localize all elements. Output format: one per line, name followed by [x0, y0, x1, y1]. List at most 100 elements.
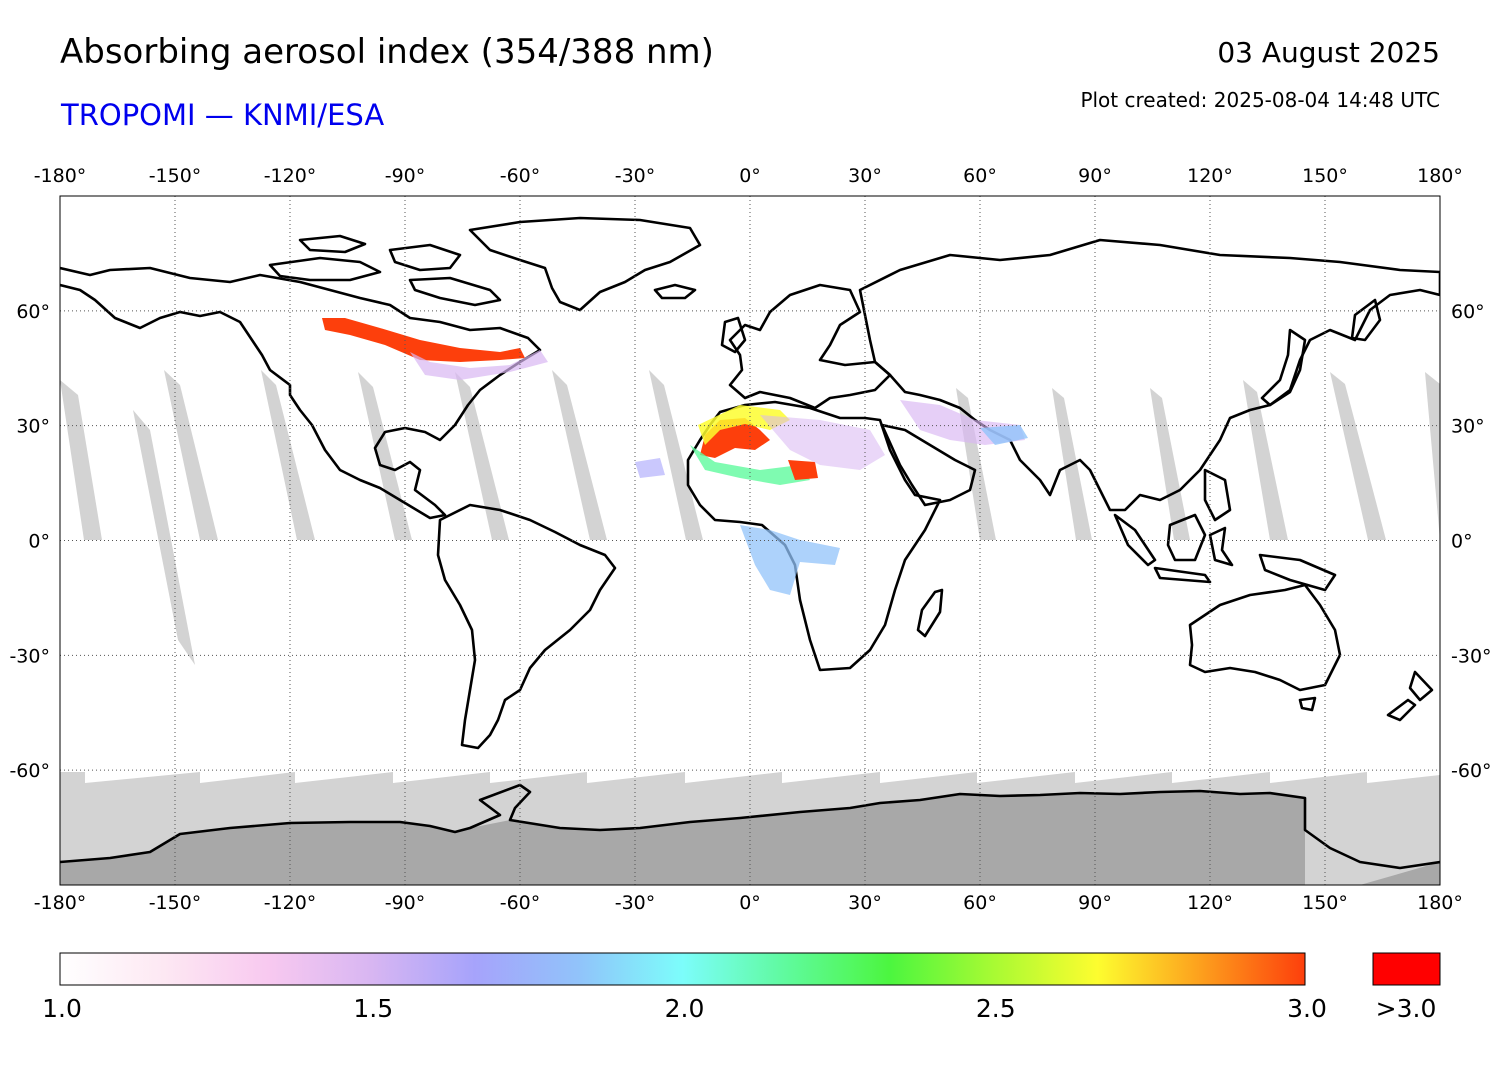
- coastline-arctic-islands: [298, 234, 367, 254]
- longitude-tick-label: -120°: [264, 892, 317, 914]
- coastline-sumatra: [1113, 513, 1157, 567]
- map-title: Absorbing aerosol index (354/388 nm): [60, 32, 714, 72]
- latitude-labels-left: 60° 30° 0° -30° -60°: [9, 301, 50, 782]
- no-data-swath: [1425, 372, 1440, 540]
- aerosol-plume-canada: [322, 318, 525, 362]
- longitude-tick-label: -150°: [149, 165, 202, 187]
- longitude-tick-label: -180°: [34, 892, 87, 914]
- coastline-british-isles: [720, 316, 747, 354]
- longitude-tick-label: -180°: [34, 165, 87, 187]
- coastline-greenland: [468, 216, 702, 312]
- map-frame: [59, 195, 1441, 886]
- longitude-tick-label: -60°: [500, 892, 541, 914]
- map-subtitle: TROPOMI — KNMI/ESA: [61, 98, 385, 132]
- latitude-tick-label: -60°: [9, 760, 50, 782]
- plot-created-timestamp: Plot created: 2025-08-04 14:48 UTC: [1080, 88, 1440, 112]
- longitude-tick-label: 90°: [1078, 892, 1112, 914]
- longitude-tick-label: 60°: [963, 892, 997, 914]
- coastline-philippines: [1203, 468, 1232, 522]
- coastline-arctic-islands: [408, 276, 502, 307]
- longitude-tick-label: 60°: [963, 165, 997, 187]
- no-data-swath: [60, 380, 102, 540]
- longitude-tick-label: -90°: [385, 892, 426, 914]
- longitude-tick-label: 120°: [1187, 165, 1233, 187]
- coastline-new-zealand: [1386, 698, 1417, 722]
- latitude-labels-right: 60° 30° 0° -30° -60°: [1451, 301, 1492, 782]
- coastline-sulawesi: [1208, 526, 1234, 567]
- aerosol-plume-sahara-chad: [788, 460, 818, 480]
- no-data-swath: [649, 370, 703, 540]
- coastline-new-zealand: [1408, 670, 1434, 702]
- coastline-antarctica: [60, 783, 1440, 870]
- coastline-iceland: [653, 283, 697, 300]
- no-data-swath: [133, 410, 195, 665]
- coastline-madagascar: [916, 588, 944, 638]
- coastline-new-guinea: [1258, 553, 1337, 592]
- colorbar: [59, 952, 1306, 986]
- longitude-tick-label: 150°: [1302, 892, 1348, 914]
- latitude-tick-label: 30°: [1451, 416, 1485, 438]
- longitude-tick-label: -150°: [149, 892, 202, 914]
- graticule: [60, 196, 1440, 885]
- aerosol-plume-west-atlantic: [635, 458, 665, 478]
- colorbar-tick-label: 2.5: [975, 994, 1016, 1023]
- latitude-tick-label: -30°: [1451, 645, 1492, 667]
- no-data-swath: [455, 372, 509, 540]
- coastlines: [60, 216, 1440, 870]
- latitude-tick-label: 0°: [1451, 531, 1473, 553]
- coastline-java: [1153, 566, 1212, 584]
- latitude-tick-label: -60°: [1451, 760, 1492, 782]
- coastline-borneo: [1166, 513, 1207, 562]
- aerosol-plume-sahara-green: [690, 445, 810, 485]
- colorbar-over-label: >3.0: [1375, 994, 1437, 1023]
- longitude-tick-label: 0°: [739, 892, 761, 914]
- coastline-arctic-islands: [268, 256, 382, 282]
- aerosol-plume-canada-edge: [410, 350, 548, 380]
- latitude-tick-label: 30°: [16, 416, 50, 438]
- latitude-tick-label: 60°: [16, 301, 50, 323]
- longitude-tick-label: -60°: [500, 165, 541, 187]
- no-data-swath: [1330, 372, 1386, 540]
- no-data-swath: [164, 370, 218, 540]
- no-data-swaths: [60, 370, 1440, 665]
- longitude-tick-label: 30°: [848, 165, 882, 187]
- longitude-tick-label: 90°: [1078, 165, 1112, 187]
- observation-date: 03 August 2025: [1217, 36, 1440, 69]
- coastline-arctic-islands: [388, 243, 462, 272]
- aerosol-plume-sahara-yellow: [698, 405, 790, 445]
- longitude-tick-label: 180°: [1417, 165, 1463, 187]
- longitude-tick-label: 0°: [739, 165, 761, 187]
- aerosol-plume-arabian-sea: [980, 425, 1028, 445]
- longitude-labels-top: -180° -150° -120° -90° -60° -30° 0° 30° 60° 90° 12…: [34, 165, 1463, 187]
- coastline-north-america: [60, 266, 542, 520]
- longitude-tick-label: -120°: [264, 165, 317, 187]
- longitude-tick-label: 30°: [848, 892, 882, 914]
- polar-night-region: [60, 791, 1440, 885]
- longitude-tick-label: -90°: [385, 165, 426, 187]
- no-data-swath: [552, 370, 607, 540]
- longitude-tick-label: -30°: [615, 165, 656, 187]
- aerosol-plume-central-africa: [740, 525, 840, 595]
- latitude-tick-label: 60°: [1451, 301, 1485, 323]
- colorbar-tick-label: 1.0: [42, 994, 82, 1023]
- coastline-tasmania: [1298, 696, 1317, 712]
- longitude-tick-label: -30°: [615, 892, 656, 914]
- colorbar-over-range-box: [1372, 952, 1441, 986]
- latitude-tick-label: -30°: [9, 645, 50, 667]
- longitude-tick-label: 120°: [1187, 892, 1233, 914]
- longitude-labels-bottom: -180° -150° -120° -90° -60° -30° 0° 30° 60° 90° 12…: [34, 892, 1463, 914]
- colorbar-tick-label: 2.0: [664, 994, 705, 1023]
- coastline-japan: [1260, 328, 1307, 407]
- no-data-swath: [261, 370, 315, 540]
- longitude-tick-label: 180°: [1417, 892, 1463, 914]
- colorbar-tick-label: 3.0: [1287, 994, 1327, 1023]
- coastline-kamchatka: [1350, 298, 1382, 342]
- coastline-south-america: [436, 503, 617, 750]
- colorbar-tick-label: 1.5: [353, 994, 394, 1023]
- latitude-tick-label: 0°: [28, 531, 50, 553]
- coastline-arabian-peninsula: [880, 423, 977, 507]
- coastline-asia: [858, 238, 1440, 512]
- longitude-tick-label: 150°: [1302, 165, 1348, 187]
- aerosol-plume-north-africa-light: [760, 415, 885, 470]
